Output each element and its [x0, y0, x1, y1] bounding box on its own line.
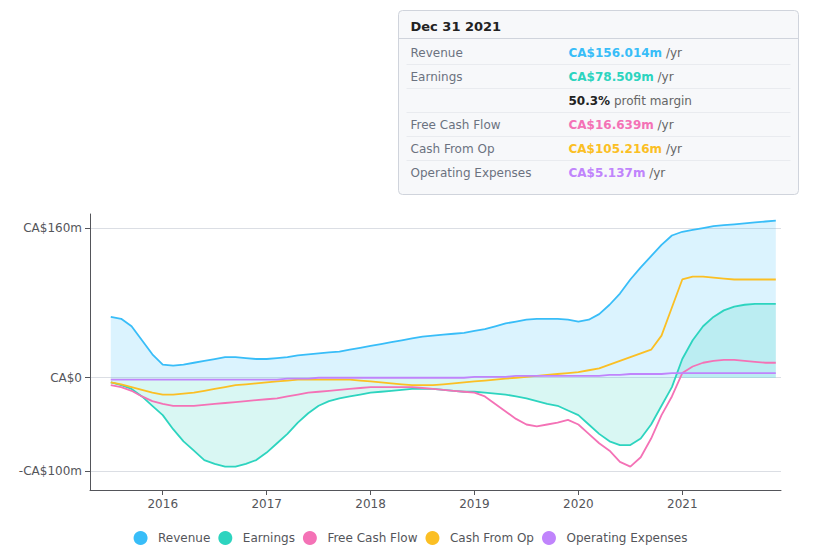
svg-text:CA$78.509m: CA$78.509m — [569, 70, 654, 84]
svg-text:Operating Expenses: Operating Expenses — [411, 166, 532, 180]
svg-text:Free Cash Flow: Free Cash Flow — [327, 531, 417, 545]
svg-text:/yr: /yr — [649, 166, 665, 180]
svg-text:/yr: /yr — [666, 46, 682, 60]
svg-text:Revenue: Revenue — [158, 531, 210, 545]
svg-text:2017: 2017 — [251, 497, 282, 511]
svg-text:2019: 2019 — [459, 497, 490, 511]
svg-text:CA$105.216m: CA$105.216m — [569, 142, 663, 156]
svg-text:Operating Expenses: Operating Expenses — [566, 531, 687, 545]
svg-text:2020: 2020 — [563, 497, 594, 511]
svg-text:Earnings: Earnings — [411, 70, 463, 84]
svg-text:-CA$100m: -CA$100m — [19, 464, 82, 478]
svg-text:Revenue: Revenue — [411, 46, 463, 60]
svg-text:2021: 2021 — [667, 497, 698, 511]
svg-text:50.3%: 50.3% — [569, 94, 611, 108]
svg-text:2016: 2016 — [147, 497, 178, 511]
svg-text:Cash From Op: Cash From Op — [411, 142, 495, 156]
svg-text:CA$156.014m: CA$156.014m — [569, 46, 663, 60]
svg-text:Cash From Op: Cash From Op — [450, 531, 534, 545]
svg-text:Dec 31 2021: Dec 31 2021 — [411, 19, 502, 34]
svg-text:/yr: /yr — [658, 118, 674, 132]
svg-text:CA$0: CA$0 — [50, 371, 82, 385]
svg-text:/yr: /yr — [658, 70, 674, 84]
svg-text:/yr: /yr — [666, 142, 682, 156]
svg-text:CA$160m: CA$160m — [23, 221, 82, 235]
svg-text:Free Cash Flow: Free Cash Flow — [411, 118, 501, 132]
svg-text:Earnings: Earnings — [243, 531, 295, 545]
svg-text:CA$16.639m: CA$16.639m — [569, 118, 654, 132]
svg-text:CA$5.137m: CA$5.137m — [569, 166, 646, 180]
svg-text:2018: 2018 — [355, 497, 386, 511]
svg-text:profit margin: profit margin — [614, 94, 692, 108]
